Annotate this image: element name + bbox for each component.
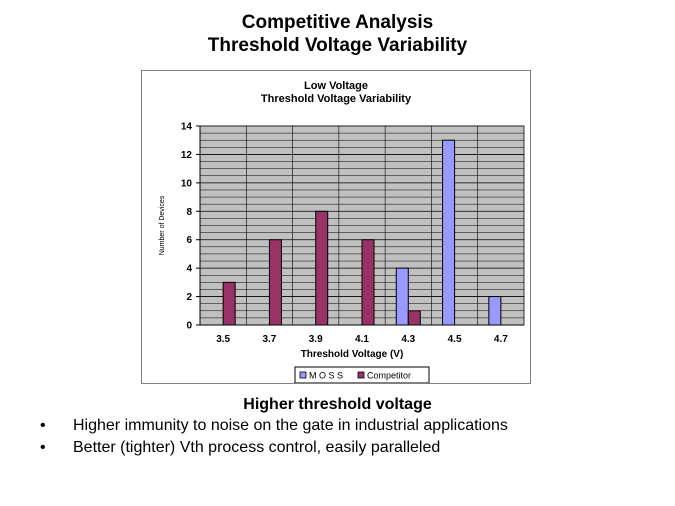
x-tick-label: 4.7	[494, 334, 508, 345]
bar-moss-4.5	[442, 139, 456, 326]
y-tick-label: 10	[181, 178, 193, 189]
bullet-marker: •	[40, 417, 46, 434]
x-tick-label: 4.5	[448, 334, 462, 345]
chart-title-line-1: Low Voltage	[304, 80, 368, 92]
bar-moss-4.7	[488, 296, 502, 326]
bullet-text-2: Better (tighter) Vth process control, ea…	[73, 439, 441, 456]
y-tick-label: 0	[186, 321, 192, 332]
x-tick-label: 3.7	[262, 334, 276, 345]
bullet-item-1: • Higher immunity to noise on the gate in…	[40, 416, 508, 436]
chart-frame: Low Voltage Threshold Voltage Variability…	[141, 70, 531, 384]
x-tick-label: 4.3	[401, 334, 415, 345]
bullet-marker: •	[40, 439, 46, 456]
legend-swatch-moss	[299, 371, 307, 379]
bar-competitor-3.9	[315, 210, 329, 326]
bar-competitor-3.5	[222, 281, 236, 326]
slide-title-line-2: Threshold Voltage Variability	[207, 35, 468, 56]
bar-competitor-4.3	[407, 310, 421, 326]
x-tick-label: 4.1	[355, 334, 369, 345]
slide-title-line-1: Competitive Analysis	[241, 12, 434, 33]
y-tick-label: 6	[186, 235, 192, 246]
chart-title-line-2: Threshold Voltage Variability	[261, 93, 412, 105]
y-tick-label: 14	[181, 122, 193, 133]
y-tick-label: 8	[186, 207, 192, 218]
bar-competitor-4.1	[361, 239, 375, 326]
bullet-text-1: Higher immunity to noise on the gate in …	[73, 417, 508, 434]
y-tick-label: 12	[181, 150, 193, 161]
bullet-item-2: • Better (tighter) Vth process control, e…	[40, 438, 440, 458]
y-tick-label: 4	[186, 264, 192, 275]
legend-swatch-competitor	[357, 371, 365, 379]
y-axis-label: Number of Devices	[159, 195, 166, 255]
y-tick-label: 2	[186, 292, 192, 303]
legend-label-competitor: Competitor	[367, 371, 411, 381]
legend-label-moss: M O S S	[309, 371, 343, 381]
x-axis-label: Threshold Voltage (V)	[301, 349, 404, 360]
bar-competitor-3.7	[268, 239, 282, 326]
bullet-heading: Higher threshold voltage	[243, 396, 432, 413]
bar-moss-4.3	[395, 267, 409, 326]
x-tick-label: 3.5	[216, 334, 230, 345]
x-tick-label: 3.9	[309, 334, 323, 345]
